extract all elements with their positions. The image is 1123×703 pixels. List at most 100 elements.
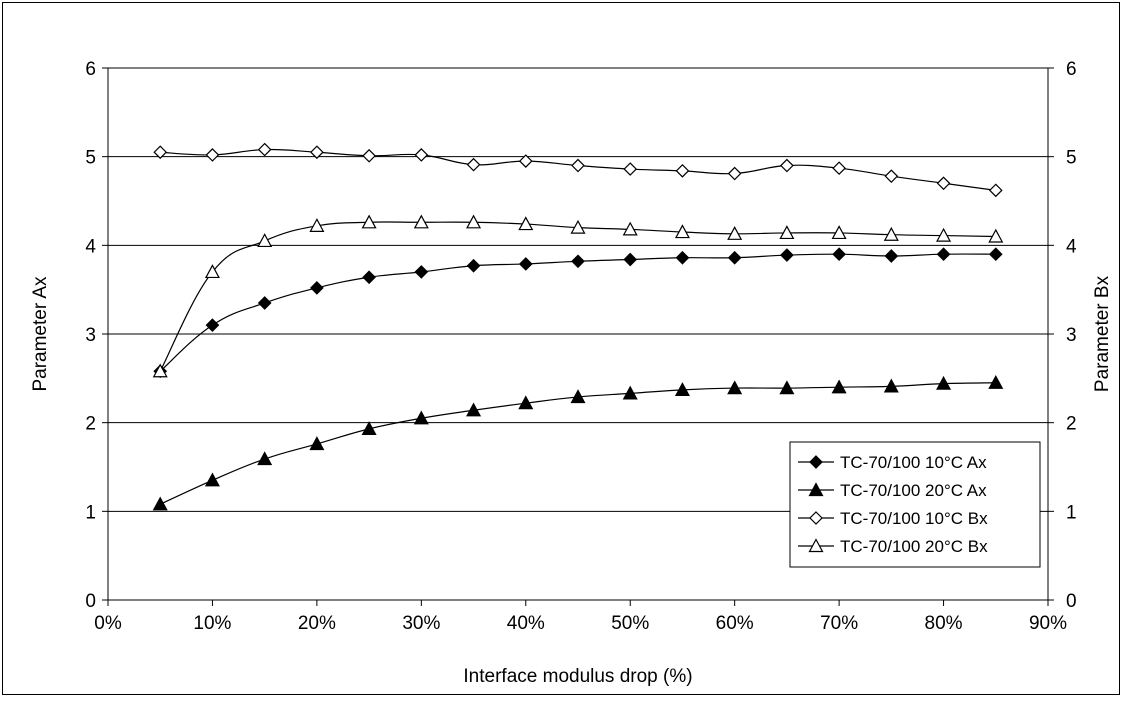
legend-item: TC-70/100 20°C Bx	[798, 537, 988, 556]
data-point	[205, 148, 220, 162]
legend-item: TC-70/100 10°C Bx	[798, 509, 988, 528]
data-point	[622, 221, 638, 236]
y2-tick-label: 3	[1066, 325, 1077, 346]
legend-marker	[808, 482, 824, 497]
data-point	[466, 157, 481, 172]
x-axis-label: Interface modulus drop (%)	[463, 666, 692, 687]
series-group	[152, 142, 1004, 511]
data-point	[466, 402, 482, 417]
x-tick-label: 10%	[193, 613, 231, 634]
data-point	[152, 496, 168, 511]
legend-item: TC-70/100 10°C Ax	[798, 453, 987, 472]
y2-tick-label: 4	[1066, 236, 1077, 257]
data-point	[622, 385, 638, 400]
data-point	[309, 436, 325, 451]
x-tick-label: 50%	[611, 613, 649, 634]
data-point	[204, 264, 220, 279]
data-point	[780, 248, 794, 262]
data-point	[831, 379, 847, 394]
data-point	[518, 395, 534, 410]
data-point	[727, 380, 743, 395]
data-point	[779, 380, 795, 395]
y-tick-label: 0	[85, 591, 96, 612]
y2-tick-label: 5	[1066, 148, 1077, 169]
data-point	[832, 247, 846, 262]
y-axis-label: Parameter Ax	[30, 276, 51, 392]
data-point	[361, 421, 377, 435]
x-tick-label: 80%	[925, 613, 963, 634]
data-point	[674, 224, 690, 239]
y-tick-label: 5	[85, 148, 96, 169]
legend-label: TC-70/100 10°C Bx	[840, 509, 988, 528]
y-tick-label: 1	[85, 502, 96, 523]
data-point	[257, 142, 272, 157]
data-point	[518, 216, 534, 231]
data-point	[518, 257, 533, 271]
data-point	[674, 382, 690, 396]
series-1	[153, 247, 1003, 379]
data-point	[361, 214, 377, 229]
data-point	[152, 363, 168, 378]
legend-label: TC-70/100 20°C Bx	[840, 537, 988, 556]
series-line	[159, 221, 996, 372]
x-tick-label: 90%	[1029, 613, 1067, 634]
data-point	[571, 158, 585, 173]
y-tick-label: 3	[85, 325, 96, 346]
data-point	[884, 169, 899, 184]
data-point	[988, 228, 1004, 243]
data-point	[414, 265, 429, 279]
data-point	[362, 270, 376, 285]
data-point	[257, 451, 273, 466]
x-tick-label: 30%	[402, 613, 440, 634]
data-point	[623, 162, 638, 176]
data-point	[570, 389, 586, 404]
data-point	[413, 214, 429, 229]
data-point	[883, 378, 899, 393]
data-point	[675, 164, 690, 178]
data-point	[884, 249, 899, 263]
legend-label: TC-70/100 20°C Ax	[840, 481, 987, 500]
legend-marker	[809, 511, 823, 525]
legend-item: TC-70/100 20°C Ax	[798, 481, 987, 500]
y-tick-label: 4	[85, 236, 96, 257]
series-4	[152, 214, 1004, 378]
data-point	[623, 252, 638, 267]
data-point	[883, 226, 899, 241]
legend-label: TC-70/100 10°C Ax	[840, 453, 987, 472]
data-point	[518, 154, 533, 168]
data-point	[936, 227, 952, 242]
data-point	[832, 161, 846, 176]
y2-tick-label: 0	[1066, 591, 1077, 612]
data-point	[204, 472, 220, 487]
data-point	[936, 176, 951, 191]
data-point	[309, 218, 325, 232]
x-tick-label: 70%	[820, 613, 858, 634]
axes: 0% 10% 20% 30% 40% 50% 60% 70% 80% 90%01234560123…	[85, 59, 1077, 634]
x-tick-label: 60%	[716, 613, 754, 634]
legend-marker	[809, 455, 823, 469]
y2-axis-label: Parameter Bx	[1092, 275, 1113, 392]
y-tick-label: 2	[85, 414, 96, 435]
data-point	[988, 183, 1003, 198]
legend-marker	[808, 538, 824, 553]
data-point	[727, 166, 742, 181]
data-point	[205, 318, 220, 332]
data-point	[936, 247, 951, 262]
y2-tick-label: 1	[1066, 502, 1077, 523]
data-point	[362, 148, 376, 163]
data-point	[727, 226, 743, 240]
data-point	[988, 375, 1004, 389]
y-tick-label: 6	[85, 59, 96, 80]
data-point	[310, 145, 324, 160]
series-2	[152, 375, 1004, 511]
data-point	[571, 254, 585, 269]
x-tick-label: 0%	[94, 613, 122, 634]
x-tick-label: 20%	[298, 613, 336, 634]
data-point	[466, 258, 481, 273]
legend: TC-70/100 10°C Ax TC-70/100 20°C Ax TC-70/…	[789, 441, 1041, 568]
y2-tick-label: 6	[1066, 59, 1077, 80]
data-point	[988, 247, 1003, 262]
